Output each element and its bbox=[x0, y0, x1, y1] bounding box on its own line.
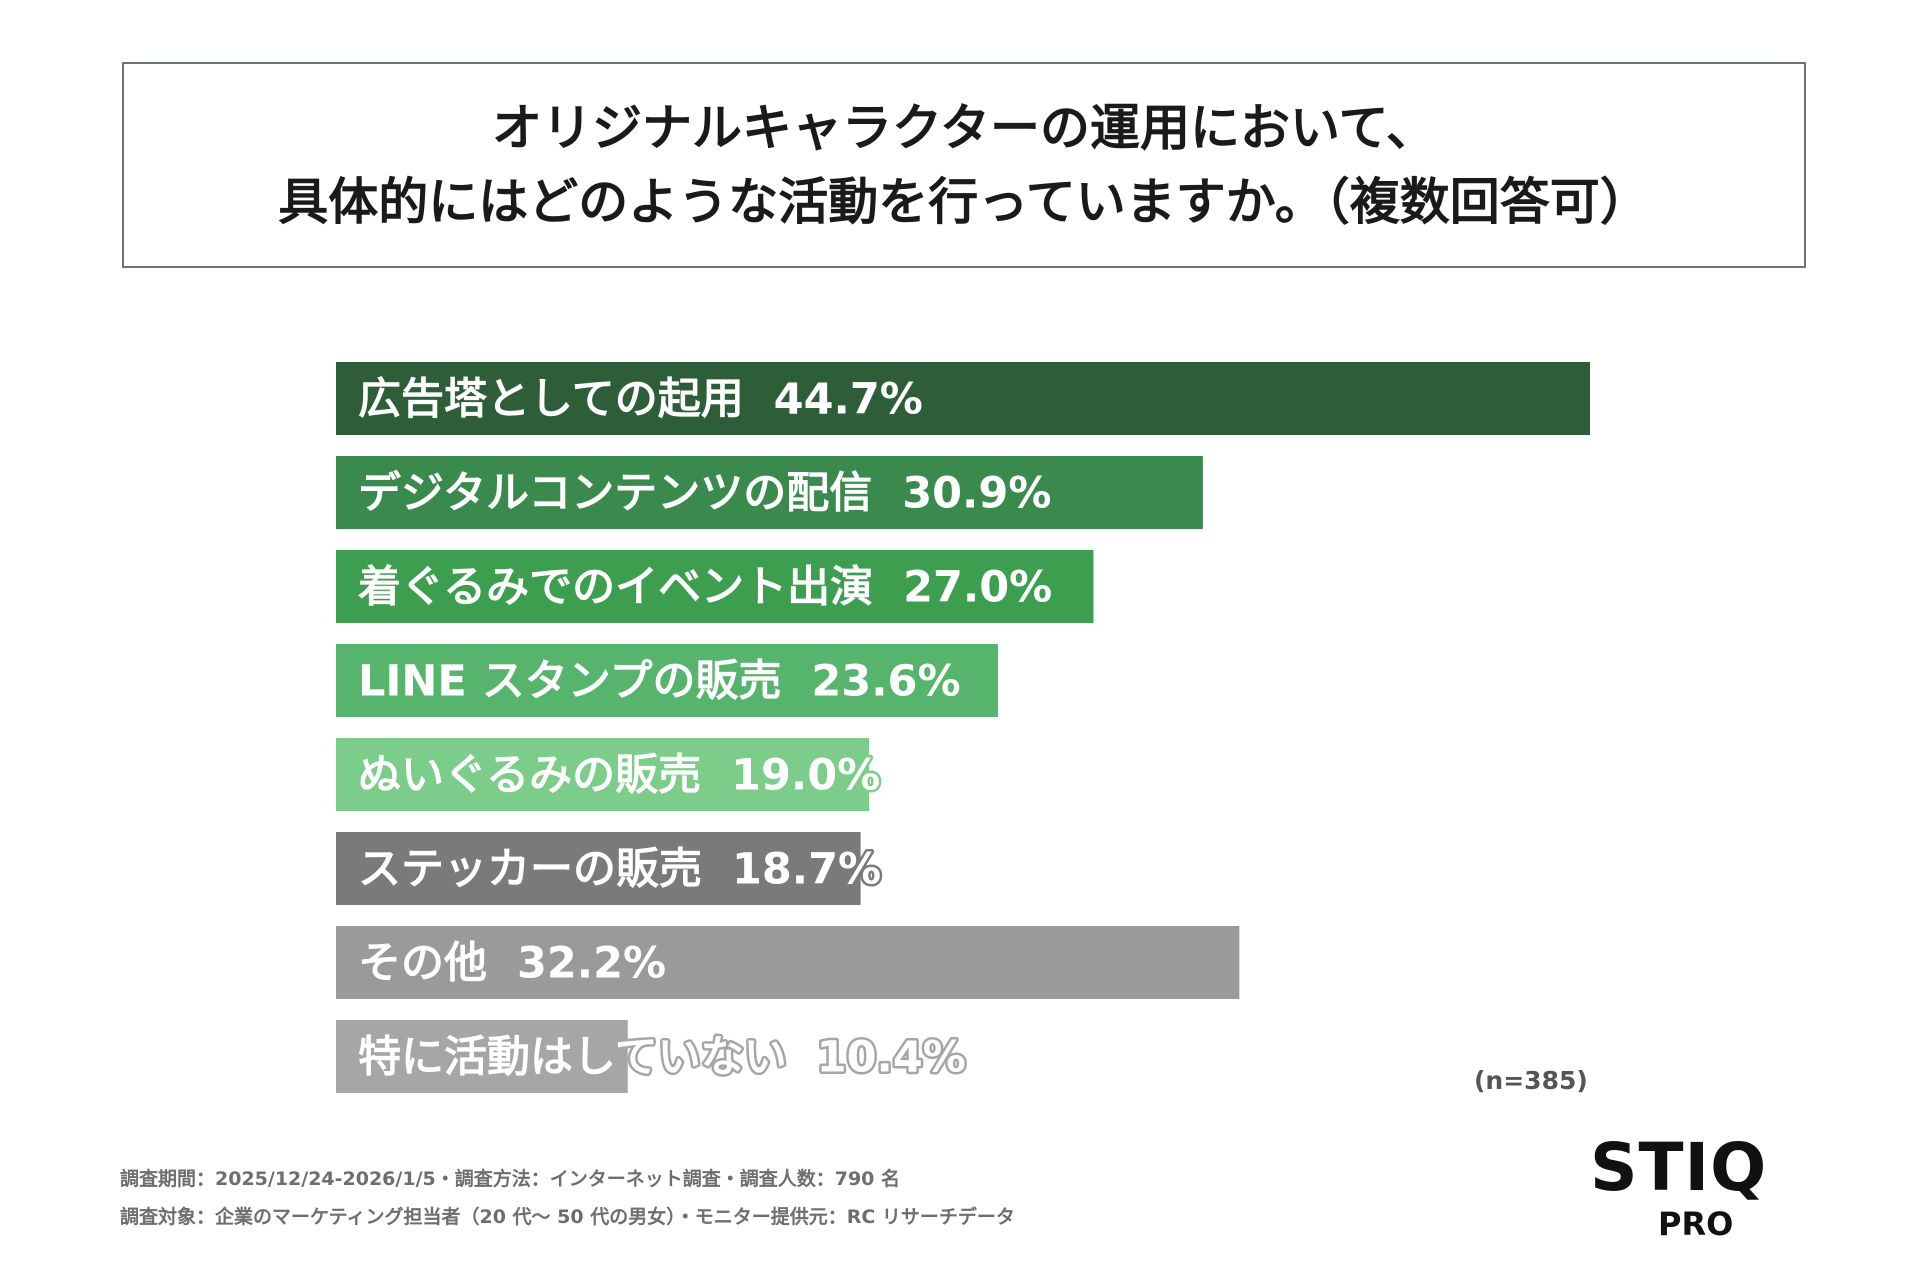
title-line-1: オリジナルキャラクターの運用において、 bbox=[492, 99, 1436, 157]
bar-label-2: デジタルコンテンツの配信 30.9% bbox=[358, 469, 1051, 519]
bar-label-3: 着ぐるみでのイベント出演 27.0% bbox=[358, 563, 1052, 613]
bar-2 bbox=[336, 456, 1203, 529]
bar-3 bbox=[336, 550, 1094, 623]
bar-6 bbox=[336, 832, 861, 905]
bar-8 bbox=[336, 1020, 628, 1093]
bar-label-6: ステッカーの販売 18.7% bbox=[358, 845, 881, 895]
sample-size: (n=385) bbox=[1474, 1066, 1588, 1095]
bar-5 bbox=[336, 738, 870, 811]
title-box: オリジナルキャラクターの運用において、 具体的にはどのような活動を行っていますか… bbox=[122, 62, 1806, 268]
survey-target-note: 調査対象：企業のマーケティング担当者（20 代～ 50 代の男女）・モニター提供… bbox=[120, 1206, 1015, 1228]
bar-label-7: その他 32.2% bbox=[358, 939, 666, 989]
bar-7 bbox=[336, 926, 1240, 999]
bar-label-5: ぬいぐるみの販売 19.0% bbox=[358, 751, 880, 801]
bar-label-8: 特に活動はしていない 10.4% bbox=[358, 1033, 966, 1083]
stiq-pro-logo: STIQ PRO bbox=[1590, 1130, 1810, 1250]
title-line-2: 具体的にはどのような活動を行っていますか。（複数回答可） bbox=[278, 173, 1650, 231]
survey-period-note: 調査期間：2025/12/24-2026/1/5・調査方法：インターネット調査・… bbox=[120, 1168, 901, 1190]
logo-wordmark: STIQ bbox=[1590, 1129, 1768, 1206]
logo-subtext: PRO bbox=[1658, 1205, 1734, 1243]
bar-label-1: 広告塔としての起用 44.7% bbox=[358, 375, 923, 425]
bar-label-4: LINE スタンプの販売 23.6% bbox=[358, 657, 961, 707]
bar-1 bbox=[336, 362, 1590, 435]
bar-4 bbox=[336, 644, 999, 717]
